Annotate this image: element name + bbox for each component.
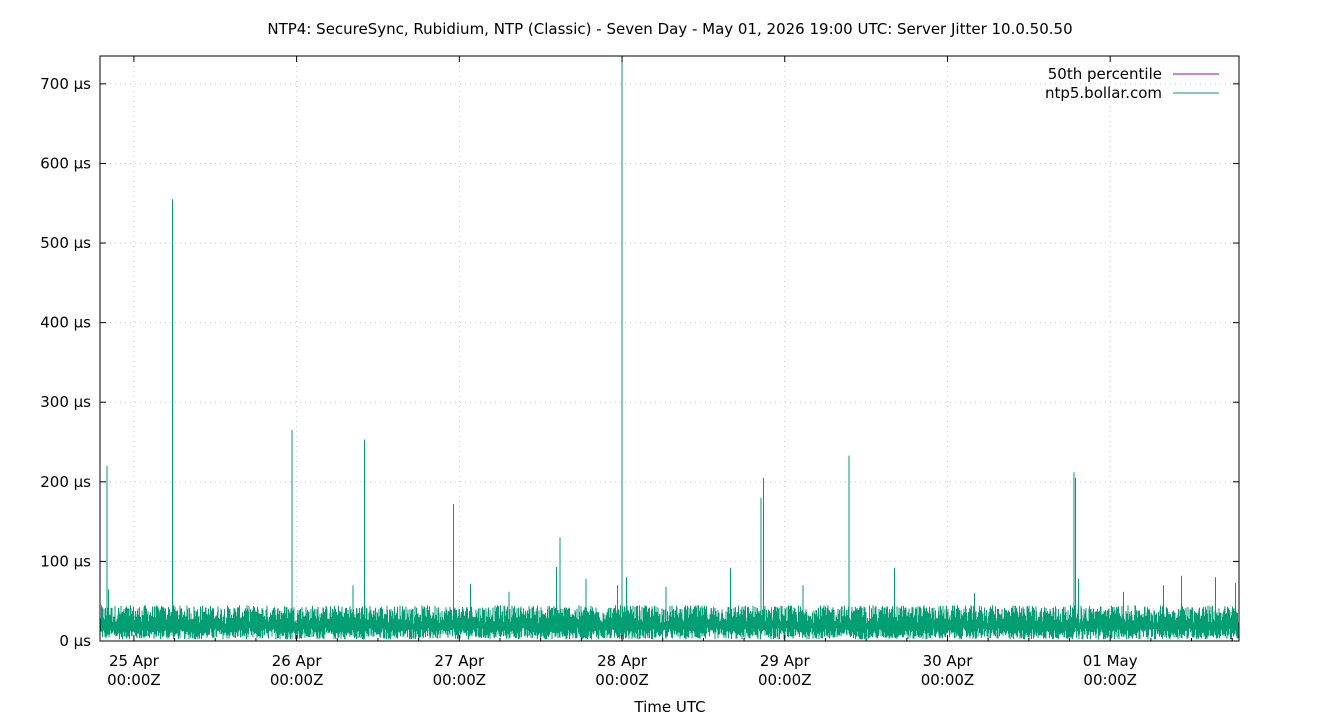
x-tick-label-time: 00:00Z xyxy=(595,671,649,689)
x-tick-label-date: 25 Apr xyxy=(109,652,160,670)
y-tick-label: 500 µs xyxy=(40,234,91,252)
x-tick-label-time: 00:00Z xyxy=(433,671,487,689)
y-tick-label: 300 µs xyxy=(40,393,91,411)
series-area xyxy=(100,56,1239,640)
x-tick-label-date: 26 Apr xyxy=(272,652,323,670)
x-tick-label-time: 00:00Z xyxy=(270,671,324,689)
x-tick-label-time: 00:00Z xyxy=(758,671,812,689)
x-tick-label-date: 30 Apr xyxy=(923,652,974,670)
x-tick-label-time: 00:00Z xyxy=(1083,671,1137,689)
grid xyxy=(100,56,1239,641)
x-tick-label-date: 01 May xyxy=(1083,652,1138,670)
y-tick-label: 200 µs xyxy=(40,473,91,491)
legend-label: 50th percentile xyxy=(1048,65,1162,83)
y-tick-label: 100 µs xyxy=(40,552,91,570)
series-ntp5-line xyxy=(100,56,1239,640)
x-tick-label-time: 00:00Z xyxy=(921,671,975,689)
x-axis-label: Time UTC xyxy=(633,698,705,716)
x-tick-label-time: 00:00Z xyxy=(107,671,161,689)
x-tick-label-date: 29 Apr xyxy=(760,652,811,670)
y-axis-tick-labels: 0 µs 100 µs 200 µs 300 µs 400 µs 500 µs 600 µs… xyxy=(40,75,91,650)
chart-title: NTP4: SecureSync, Rubidium, NTP (Classic… xyxy=(267,20,1072,38)
y-tick-label: 0 µs xyxy=(59,632,91,650)
x-tick-label-date: 28 Apr xyxy=(597,652,648,670)
legend-label: ntp5.bollar.com xyxy=(1045,84,1162,102)
axis-ticks xyxy=(100,56,1239,642)
x-tick-label-date: 27 Apr xyxy=(434,652,485,670)
y-tick-label: 600 µs xyxy=(40,154,91,172)
plot-frame xyxy=(99,55,1240,642)
y-tick-label: 400 µs xyxy=(40,314,91,332)
y-tick-label: 700 µs xyxy=(40,75,91,93)
